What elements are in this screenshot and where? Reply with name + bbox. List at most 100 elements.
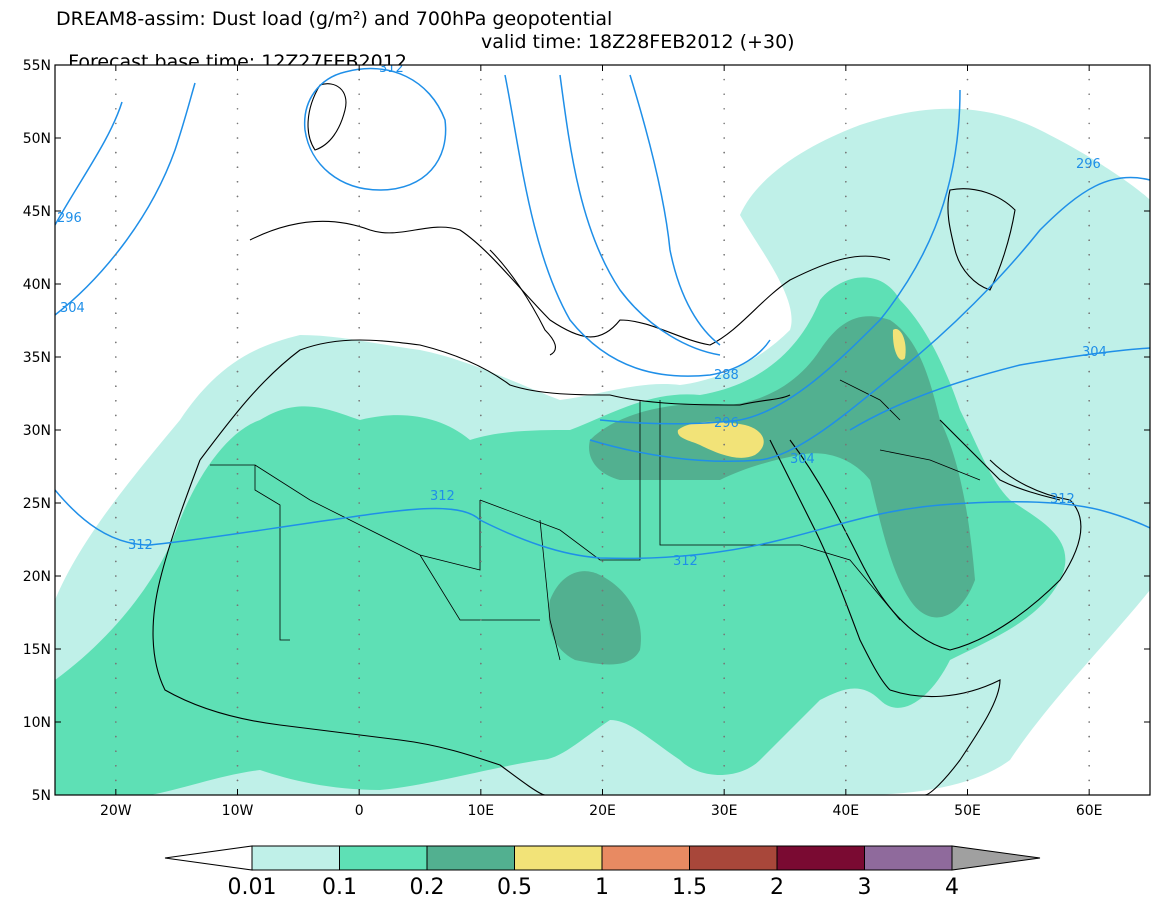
grid-dot: [236, 765, 239, 767]
grid-dot: [1088, 400, 1090, 402]
grid-dot: [236, 78, 239, 81]
coast-red-sea: [769, 439, 891, 691]
grid-dot: [236, 458, 239, 461]
grid-dot: [236, 414, 239, 417]
grid-dot: [358, 239, 360, 241]
colorbar-swatch: [426, 845, 515, 871]
grid-dot: [115, 341, 117, 344]
grid-dot: [723, 297, 725, 300]
grid-dot: [845, 268, 847, 271]
latitude-axis: 55N 50N 45N 40N 35N 30N 25N 20N 15N 10N 5N: [23, 58, 1150, 804]
grid-dot: [358, 400, 360, 402]
grid-dot: [723, 604, 725, 606]
grid-dot: [601, 268, 604, 271]
grid-dot: [845, 560, 847, 563]
grid-dot: [236, 487, 239, 490]
grid-dot: [358, 341, 360, 344]
grid-dot: [236, 560, 239, 563]
grid-dot: [723, 706, 725, 709]
country-borders: [210, 379, 981, 661]
grid-dot: [1088, 122, 1090, 125]
grid-dot: [723, 443, 725, 446]
colorbar-label: 1: [595, 875, 609, 900]
grid-dot: [966, 151, 969, 154]
grid-dot: [845, 122, 847, 125]
grid-dot: [845, 619, 847, 621]
grid-dot: [358, 487, 360, 490]
grid-dot: [236, 619, 239, 621]
grid-dot: [1088, 619, 1090, 621]
colorbar-swatch: [776, 845, 865, 871]
grid-dot: [601, 181, 604, 183]
grid-dot: [480, 283, 482, 285]
grid-dot: [480, 195, 482, 198]
grid-dot: [115, 181, 117, 183]
grid-dot: [601, 502, 604, 504]
grid-dot: [358, 735, 360, 738]
grid-dot: [358, 531, 360, 533]
grid-dot: [480, 458, 482, 461]
contour-label-8: 312: [430, 489, 455, 504]
grid-dot: [236, 239, 239, 241]
grid-dot: [358, 224, 360, 227]
grid-dot: [115, 706, 117, 709]
grid-dot: [115, 633, 117, 636]
grid-dot: [845, 224, 847, 227]
grid-dot: [966, 385, 969, 388]
grid-dot: [1088, 356, 1090, 358]
colorbar-swatch: [864, 845, 953, 871]
grid-dot: [723, 458, 725, 461]
grid-dot: [236, 779, 239, 782]
grid-dot: [601, 108, 604, 110]
grid-dot: [358, 108, 360, 110]
lat-label: 50N: [23, 131, 51, 147]
grid-dot: [480, 531, 482, 533]
grid-dot: [723, 166, 725, 168]
grid-dot: [115, 224, 117, 227]
grid-dot: [358, 546, 360, 548]
grid-dot: [601, 546, 604, 548]
grid-dot: [115, 312, 117, 315]
grid-dot: [358, 648, 360, 650]
grid-dot: [115, 531, 117, 533]
grid-dot: [236, 546, 239, 548]
grid-dot: [966, 312, 969, 315]
grid-dot: [115, 239, 117, 241]
grid-dot: [966, 254, 969, 256]
grid-dot: [236, 502, 239, 504]
grid-dot: [845, 239, 847, 241]
grid-dot: [236, 633, 239, 636]
grid-dot: [966, 473, 969, 475]
grid-dot: [1088, 779, 1090, 782]
colorbar-label: 1.5: [672, 875, 707, 900]
grid-dot: [966, 633, 969, 636]
map-area: 312 296 304 288 296 304 312 312 312 296 …: [55, 65, 1150, 795]
grid-dot: [236, 137, 239, 139]
grid-dot: [845, 531, 847, 533]
contour-label-6: 304: [790, 452, 815, 467]
grid-dot: [236, 341, 239, 344]
grid-dot: [601, 619, 604, 621]
grid-dot: [966, 648, 969, 650]
grid-dot: [115, 662, 117, 665]
grid-dot: [1088, 254, 1090, 256]
grid-dot: [845, 487, 847, 490]
grid-dot: [1088, 546, 1090, 548]
grid-dot: [966, 604, 969, 606]
grid-dot: [601, 443, 604, 446]
grid-dot: [358, 502, 360, 504]
grid-dot: [480, 648, 482, 650]
grid-dot: [1088, 560, 1090, 563]
grid-dot: [480, 706, 482, 709]
grid-dot: [845, 137, 847, 139]
grid-dot: [601, 239, 604, 241]
grid-dot: [358, 312, 360, 315]
grid-dot: [480, 108, 482, 110]
grid-dot: [236, 677, 239, 679]
lat-label: 35N: [23, 350, 51, 366]
grid-dot: [845, 312, 847, 315]
grid-dot: [480, 443, 482, 446]
grid-dot: [601, 93, 604, 95]
dust-region-05-b: [892, 329, 906, 360]
